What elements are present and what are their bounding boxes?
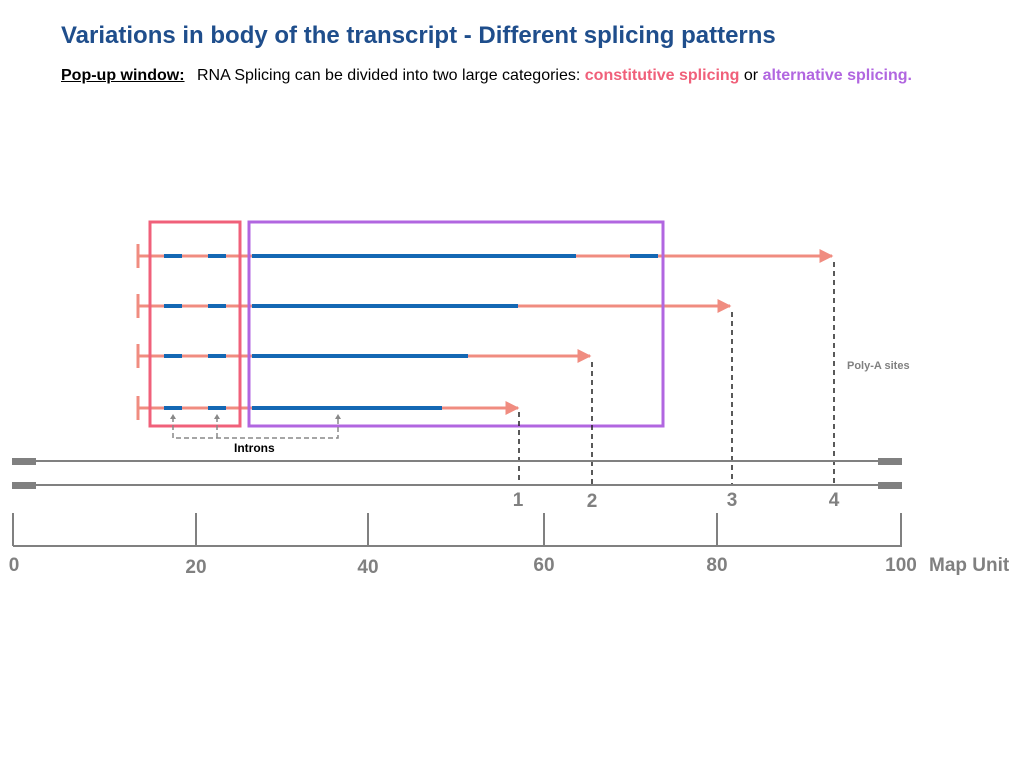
genome-end-cap [12, 482, 36, 489]
axis-tick-label: 20 [185, 557, 206, 578]
genome-end-cap [878, 482, 902, 489]
transcript-2 [136, 294, 732, 318]
axis-tick-label: 40 [357, 557, 378, 578]
introns-bracket [172, 417, 339, 439]
polya-site-number: 2 [587, 491, 598, 512]
genome-end-cap [12, 458, 36, 465]
or-text: or [743, 67, 759, 84]
intron-pointer-icon [335, 414, 341, 419]
map-unit-axis [12, 513, 902, 547]
polya-site-number: 4 [829, 490, 840, 511]
description-text: RNA Splicing can be divided into two lar… [196, 67, 581, 84]
transcript-1 [136, 244, 834, 268]
polya-site-number: 3 [727, 490, 738, 511]
intron-pointer-icon [214, 414, 220, 419]
axis-tick-label: 60 [533, 555, 554, 576]
intron-pointer-icon [170, 414, 176, 419]
axis-tick-label: 100 [885, 555, 917, 576]
alternative-splicing-box [247, 220, 665, 428]
popup-description: Pop-up window: RNA Splicing can be divid… [61, 67, 912, 85]
page-title: Variations in body of the transcript - D… [61, 22, 776, 49]
genome-end-cap [878, 458, 902, 465]
constitutive-splicing-label: constitutive splicing [584, 67, 740, 84]
axis-unit-label: Map Unit [929, 555, 1010, 576]
transcript-4 [136, 396, 520, 420]
introns-label: Introns [234, 441, 275, 455]
axis-tick-label: 0 [9, 555, 20, 576]
polya-drop-lines [518, 262, 835, 486]
polya-sites-label: Poly-A sites [847, 360, 910, 372]
popup-label: Pop-up window: [61, 67, 185, 84]
constitutive-splicing-box [148, 220, 242, 428]
introns-bracket-line [172, 417, 339, 439]
alternative-splicing-label: alternative splicing. [762, 67, 912, 84]
polya-site-number: 1 [513, 490, 524, 511]
axis-tick-label: 80 [706, 555, 727, 576]
transcript-3 [136, 344, 592, 368]
genome-track [12, 458, 902, 489]
